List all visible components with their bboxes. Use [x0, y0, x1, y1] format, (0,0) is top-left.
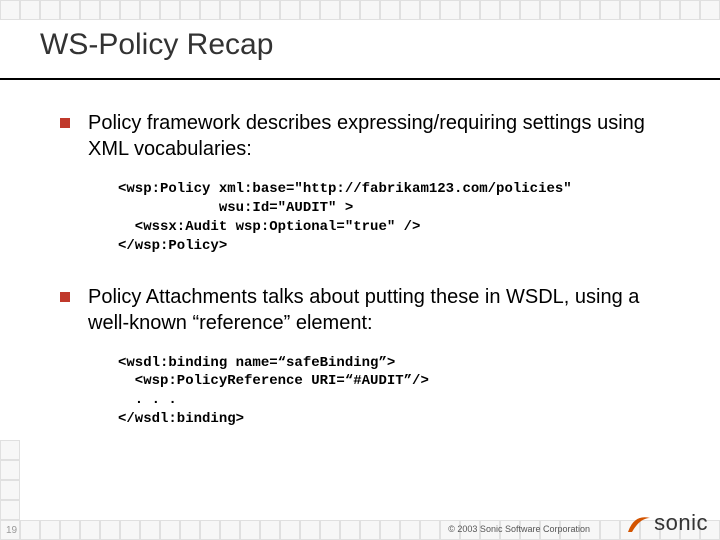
logo-swoosh-icon: [626, 512, 652, 534]
footer-decor-squares: [0, 520, 720, 540]
header-decor-squares: [0, 0, 720, 20]
copyright-text: © 2003 Sonic Software Corporation: [448, 524, 590, 534]
slide: WS-Policy Recap Policy framework describ…: [0, 0, 720, 540]
sonic-logo: sonic: [626, 510, 708, 536]
bullet-marker: [60, 292, 70, 302]
code-block: <wsdl:binding name=“safeBinding”> <wsp:P…: [118, 354, 680, 430]
slide-content: Policy framework describes expressing/re…: [60, 110, 680, 429]
bullet-item: Policy Attachments talks about putting t…: [60, 284, 680, 336]
bullet-marker: [60, 118, 70, 128]
bullet-item: Policy framework describes expressing/re…: [60, 110, 680, 162]
title-underline: [0, 78, 720, 80]
slide-title: WS-Policy Recap: [40, 28, 273, 62]
code-block: <wsp:Policy xml:base="http://fabrikam123…: [118, 180, 680, 256]
bullet-text: Policy Attachments talks about putting t…: [88, 284, 680, 336]
logo-text: sonic: [654, 510, 708, 536]
bullet-text: Policy framework describes expressing/re…: [88, 110, 680, 162]
page-number: 19: [6, 525, 17, 536]
